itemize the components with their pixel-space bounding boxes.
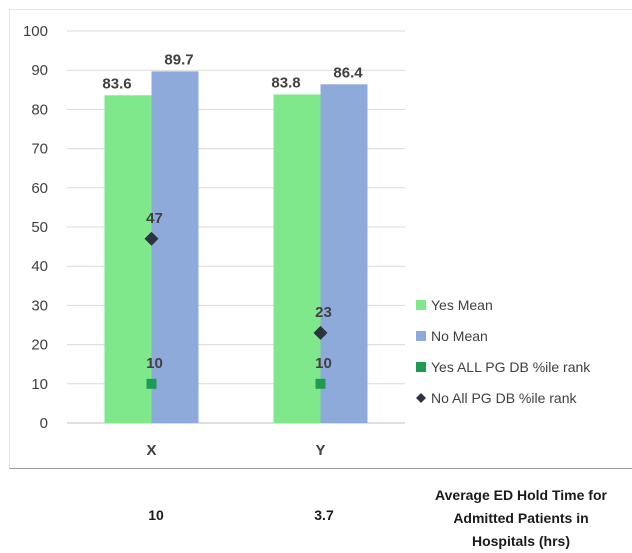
chart: 0 10 20 30 40 50 60 70 80 90 100 83.6 89.7 10 47 X 83.8 8…	[0, 0, 632, 470]
y-tick-label: 0	[40, 415, 48, 432]
y-tick-label: 70	[31, 141, 48, 158]
x-category-label: Y	[315, 442, 325, 459]
y-tick-label: 100	[23, 23, 48, 40]
y-tick-label: 20	[31, 337, 48, 354]
bar-no-mean	[321, 84, 368, 423]
metric-label-line: Hospitals (hrs)	[408, 530, 632, 553]
legend-swatch	[416, 362, 426, 372]
legend-swatch	[416, 331, 426, 341]
metric-label-line: Admitted Patients in	[408, 507, 632, 530]
data-label: 23	[315, 304, 332, 321]
bar-yes-mean	[105, 95, 152, 423]
x-category-label: X	[146, 442, 156, 459]
y-tick-label: 40	[31, 258, 48, 275]
marker-yes-rank	[147, 379, 157, 389]
y-tick-label: 90	[31, 62, 48, 79]
table-value-x: 10	[128, 507, 184, 523]
bar-yes-mean	[274, 95, 321, 423]
data-label: 10	[146, 355, 163, 372]
data-label: 83.8	[271, 75, 300, 92]
data-label: 10	[315, 355, 332, 372]
data-label: 86.4	[333, 64, 363, 81]
legend-label: No Mean	[431, 328, 488, 344]
y-tick-label: 10	[31, 376, 48, 393]
legend-swatch	[416, 393, 426, 403]
data-label: 83.6	[102, 75, 131, 92]
table-value-y: 3.7	[296, 507, 352, 523]
metric-label-line: Average ED Hold Time for	[408, 484, 632, 507]
legend-swatch	[416, 300, 426, 310]
marker-yes-rank	[316, 379, 326, 389]
y-tick-label: 60	[31, 180, 48, 197]
data-label: 89.7	[164, 51, 193, 68]
legend-label: No All PG DB %ile rank	[431, 390, 577, 406]
data-label: 47	[146, 210, 163, 227]
legend-label: Yes ALL PG DB %ile rank	[431, 359, 591, 375]
y-tick-label: 50	[31, 219, 48, 236]
legend-label: Yes Mean	[431, 297, 493, 313]
y-tick-label: 30	[31, 297, 48, 314]
metric-label: Average ED Hold Time for Admitted Patien…	[408, 484, 632, 553]
y-tick-label: 80	[31, 101, 48, 118]
